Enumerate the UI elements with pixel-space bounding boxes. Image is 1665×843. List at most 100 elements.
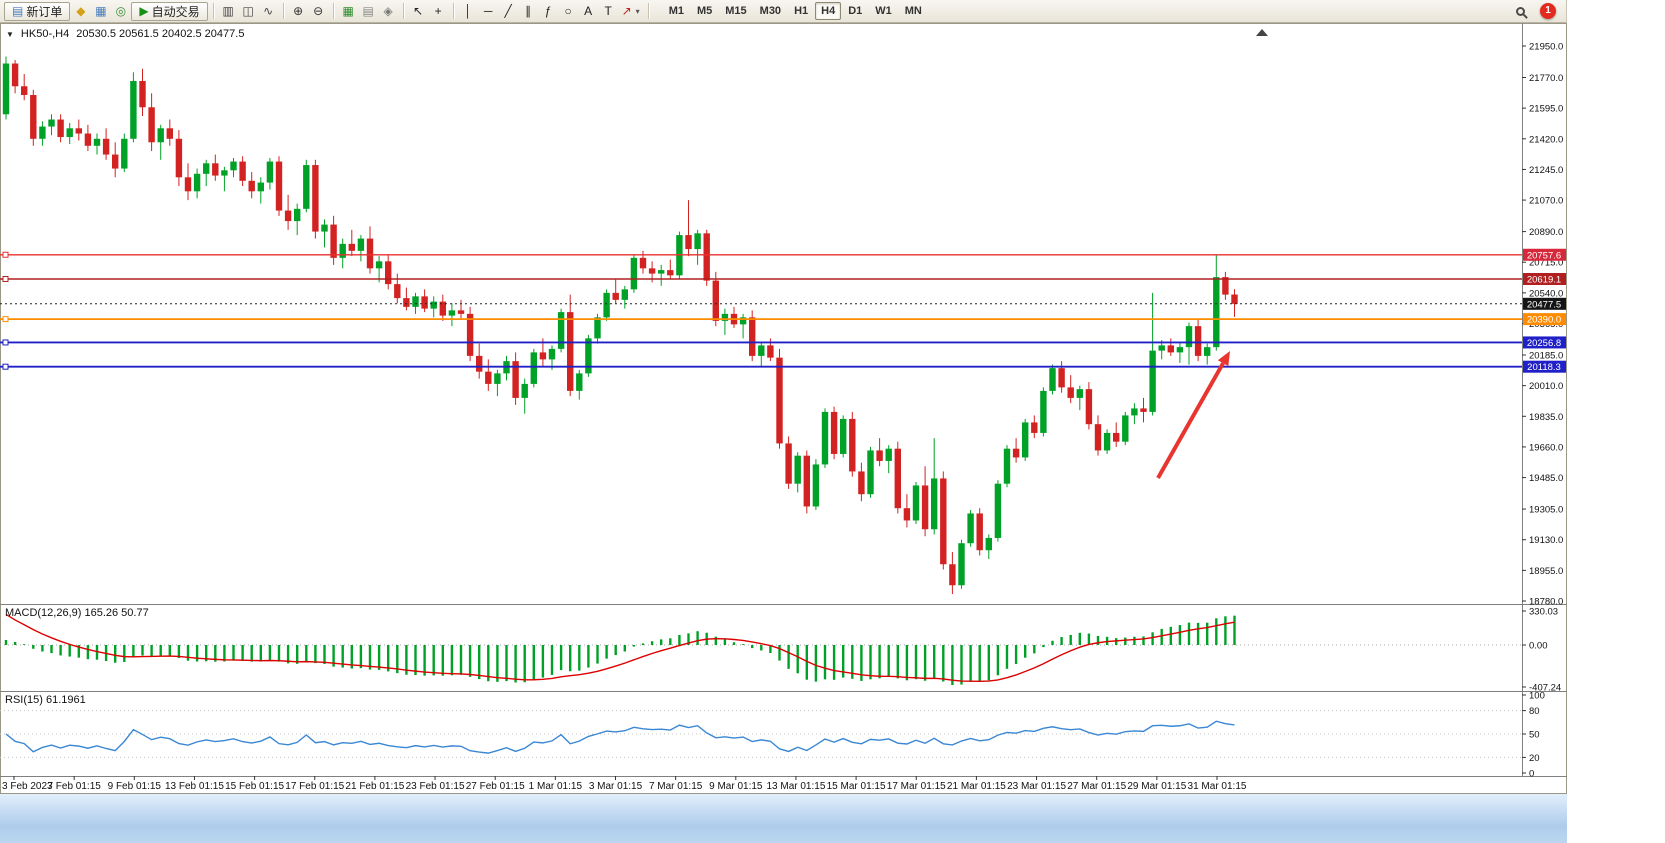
search-icon xyxy=(1516,6,1525,16)
crosshair-button[interactable]: + xyxy=(429,2,448,21)
shapes-button[interactable]: ○ xyxy=(559,2,578,21)
crosshair-icon: + xyxy=(434,4,442,18)
diamond-icon: ◆ xyxy=(76,4,86,18)
candles-layer xyxy=(2,56,1238,594)
svg-text:3 Feb 2023: 3 Feb 2023 xyxy=(2,781,53,792)
chart-frame xyxy=(0,23,1567,794)
notification-badge[interactable]: 1 xyxy=(1540,3,1556,19)
tile-icon: ▦ xyxy=(342,4,354,18)
quotes-button[interactable]: ◆ xyxy=(71,2,90,21)
timeframe-m5-button[interactable]: M5 xyxy=(691,2,718,20)
trendline-icon: ╱ xyxy=(504,4,512,18)
new-order-button[interactable]: ▤ 新订单 xyxy=(4,1,71,21)
svg-text:19835.0: 19835.0 xyxy=(1529,412,1563,423)
fibonacci-button[interactable]: ƒ xyxy=(539,2,558,21)
svg-text:20477.5: 20477.5 xyxy=(1527,299,1561,310)
timeframe-h1-button[interactable]: H1 xyxy=(788,2,814,20)
svg-text:23 Feb 01:15: 23 Feb 01:15 xyxy=(406,781,465,792)
svg-text:7 Mar 01:15: 7 Mar 01:15 xyxy=(649,781,703,792)
svg-text:27 Mar 01:15: 27 Mar 01:15 xyxy=(1067,781,1126,792)
svg-text:17 Feb 01:15: 17 Feb 01:15 xyxy=(285,781,344,792)
svg-text:18955.0: 18955.0 xyxy=(1529,566,1563,577)
svg-text:31 Mar 01:15: 31 Mar 01:15 xyxy=(1188,781,1247,792)
text-button[interactable]: A xyxy=(579,2,598,21)
chart-window-icon: ▦ xyxy=(95,4,107,18)
news-button[interactable]: ◎ xyxy=(111,2,130,21)
svg-text:20619.1: 20619.1 xyxy=(1527,275,1561,286)
timeframe-m30-button[interactable]: M30 xyxy=(754,2,787,20)
charts-button[interactable]: ▦ xyxy=(91,2,110,21)
play-icon: ▶ xyxy=(139,4,149,18)
svg-text:27 Feb 01:15: 27 Feb 01:15 xyxy=(466,781,525,792)
arrows-button[interactable]: ↗ ▾ xyxy=(619,2,643,21)
text-icon: A xyxy=(584,4,593,18)
svg-text:20256.8: 20256.8 xyxy=(1527,338,1561,349)
rsi-axis: 100 80 50 20 0 xyxy=(1522,691,1545,780)
toolbar-separator xyxy=(402,3,404,19)
fibonacci-icon: ƒ xyxy=(544,4,552,18)
auto-trading-button[interactable]: ▶ 自动交易 xyxy=(131,1,208,21)
timeframe-m15-button[interactable]: M15 xyxy=(719,2,752,20)
timeframe-mn-button[interactable]: MN xyxy=(899,2,928,20)
vertical-line-button[interactable]: │ xyxy=(459,2,478,21)
zoom-in-button[interactable]: ⊕ xyxy=(289,2,308,21)
track-icon: ◈ xyxy=(383,4,393,18)
svg-text:20757.6: 20757.6 xyxy=(1527,250,1561,261)
svg-text:13 Feb 01:15: 13 Feb 01:15 xyxy=(165,781,224,792)
price-axis: 21950.0 21770.0 21595.0 21420.0 21245.0 21070… xyxy=(1522,42,1563,608)
zoom-in-icon: ⊕ xyxy=(293,4,304,18)
svg-text:20540.0: 20540.0 xyxy=(1529,288,1563,299)
svg-text:19660.0: 19660.0 xyxy=(1529,442,1563,453)
zoom-out-button[interactable]: ⊖ xyxy=(309,2,328,21)
trend-arrow-annotation[interactable] xyxy=(1156,351,1230,479)
svg-text:9 Feb 01:15: 9 Feb 01:15 xyxy=(108,781,162,792)
dropdown-arrow-icon: ▾ xyxy=(635,6,640,16)
cursor-icon: ↖ xyxy=(413,4,424,18)
svg-text:0.00: 0.00 xyxy=(1529,641,1548,652)
trendline-button[interactable]: ╱ xyxy=(499,2,518,21)
tile-windows-button[interactable]: ▦ xyxy=(339,2,358,21)
svg-text:80: 80 xyxy=(1529,706,1540,717)
toolbar-separator xyxy=(332,3,334,19)
timeframe-h4-button[interactable]: H4 xyxy=(815,2,842,20)
cursor-button[interactable]: ↖ xyxy=(409,2,428,21)
line-chart-button[interactable]: ∿ xyxy=(259,2,278,21)
label-icon: T xyxy=(604,4,612,18)
svg-text:0: 0 xyxy=(1529,769,1534,780)
new-order-icon: ▤ xyxy=(12,4,24,18)
timeframe-w1-button[interactable]: W1 xyxy=(869,2,898,20)
price-level-line[interactable]: 20118.3 xyxy=(0,360,1566,374)
chart-shift-marker[interactable] xyxy=(1256,29,1268,36)
toolbar: ▤ 新订单 ◆ ▦ ◎ ▶ 自动交易 ▥ ◫ ∿ ⊕ ⊖ ▦ ▤ ◈ ↖ + │ ─ ╱ ∥ ƒ ○ A T ↗ ▾ M1 M5 M15… xyxy=(0,0,1566,23)
candlestick-chart-button[interactable]: ◫ xyxy=(239,2,258,21)
search-button[interactable] xyxy=(1511,2,1530,21)
svg-text:17 Mar 01:15: 17 Mar 01:15 xyxy=(887,781,946,792)
bars-icon: ▥ xyxy=(222,4,234,18)
price-level-line[interactable]: 20390.0 xyxy=(0,313,1566,326)
hline-icon: ─ xyxy=(483,4,493,18)
svg-text:20715.0: 20715.0 xyxy=(1529,258,1563,269)
vline-icon: │ xyxy=(464,4,472,18)
bar-chart-button[interactable]: ▥ xyxy=(219,2,238,21)
symbol-collapse-icon[interactable]: ▼ xyxy=(6,29,14,39)
arrows-icon: ↗ xyxy=(621,4,632,18)
svg-text:100: 100 xyxy=(1529,691,1545,702)
horizontal-line-button[interactable]: ─ xyxy=(479,2,498,21)
price-level-line[interactable]: 20619.1 xyxy=(0,273,1566,286)
price-level-line[interactable]: 20256.8 xyxy=(0,336,1566,349)
timeframe-m1-button[interactable]: M1 xyxy=(663,2,690,20)
cascade-windows-button[interactable]: ▤ xyxy=(359,2,378,21)
track-price-button[interactable]: ◈ xyxy=(379,2,398,21)
arrange-icon: ▤ xyxy=(362,4,374,18)
timeframe-d1-button[interactable]: D1 xyxy=(842,2,868,20)
text-label-button[interactable]: T xyxy=(599,2,618,21)
rsi-pane xyxy=(0,710,1522,758)
price-level-line[interactable]: 20757.6 xyxy=(0,248,1566,262)
equidistant-channel-button[interactable]: ∥ xyxy=(519,2,538,21)
chart-area: 21950.0 21770.0 21595.0 21420.0 21245.0 21070… xyxy=(0,23,1567,794)
shapes-icon: ○ xyxy=(564,4,572,18)
chart-canvas[interactable]: 21950.0 21770.0 21595.0 21420.0 21245.0 21070… xyxy=(0,23,1567,794)
svg-text:21420.0: 21420.0 xyxy=(1529,134,1563,145)
svg-text:20010.0: 20010.0 xyxy=(1529,381,1563,392)
